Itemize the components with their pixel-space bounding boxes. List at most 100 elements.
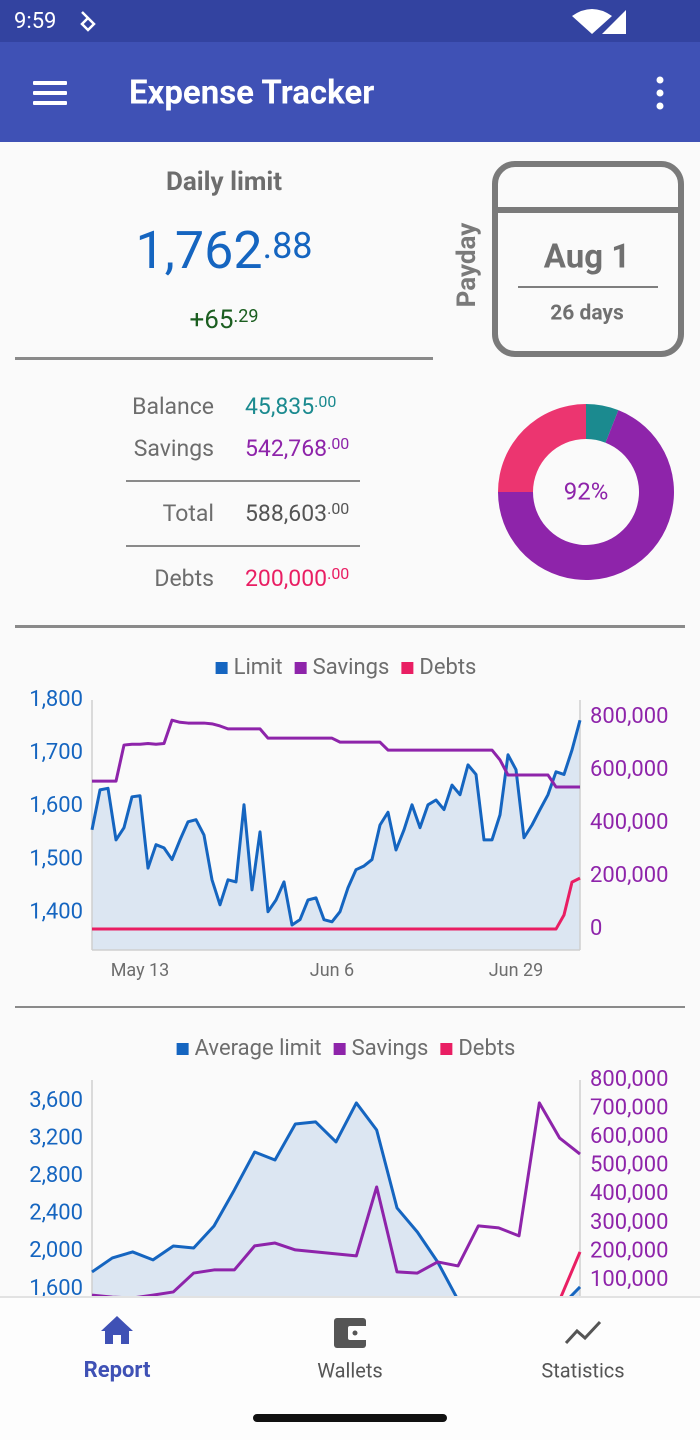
- legend-label: Debts: [419, 655, 476, 680]
- y2-tick-label: 800,000: [590, 1067, 669, 1092]
- summary-value: 45,835.00: [245, 392, 336, 420]
- y2-tick-label: 200,000: [590, 1238, 669, 1263]
- daily-limit-label: Daily limit: [166, 167, 282, 197]
- amount: 200,000: [245, 565, 327, 592]
- y2-tick-label: 300,000: [590, 1210, 669, 1235]
- y-tick-label: 1,800: [29, 687, 83, 712]
- y2-tick-label: 0: [590, 916, 602, 941]
- y2-tick-label: 800,000: [590, 704, 669, 729]
- divider: [15, 625, 685, 628]
- wallets-tab[interactable]: Wallets: [317, 1318, 383, 1382]
- series-line: [91, 1101, 581, 1300]
- legend-label: Savings: [313, 655, 390, 680]
- donut-segment: [498, 404, 586, 492]
- gesture-bar: [253, 1414, 447, 1422]
- status-time: 9:59: [14, 9, 56, 34]
- app-title: Expense Tracker: [129, 74, 374, 113]
- area: [92, 1102, 580, 1340]
- summary-label: Total: [163, 500, 214, 527]
- x-tick-label: May 13: [111, 960, 170, 981]
- signal-icon: [602, 10, 626, 34]
- summary-value: 588,603.00: [245, 499, 349, 527]
- y2-tick-label: 500,000: [590, 1153, 669, 1178]
- summary-value: 542,768.00: [245, 434, 349, 462]
- y2-tick-label: 400,000: [590, 1181, 669, 1206]
- divider: [126, 545, 360, 547]
- payday-label: Payday: [452, 222, 482, 308]
- legend-label: Savings: [352, 1036, 429, 1061]
- donut-center-label: 92%: [564, 477, 609, 505]
- area: [92, 720, 580, 950]
- payday-date: Aug 1: [544, 238, 630, 277]
- statistics-tab[interactable]: Statistics: [541, 1320, 625, 1382]
- cents: .00: [314, 392, 336, 411]
- x-tick-label: Jun 29: [489, 960, 544, 981]
- divider: [15, 357, 433, 360]
- legend-swatch: [294, 662, 307, 674]
- cents: .00: [327, 499, 349, 518]
- amount: 588,603: [245, 500, 327, 527]
- legend-label: Average limit: [195, 1036, 322, 1061]
- legend-label: Debts: [458, 1036, 515, 1061]
- cents: .29: [234, 306, 259, 327]
- daily-limit-value: 1,762.88: [135, 220, 312, 281]
- nav-label: Report: [84, 1358, 151, 1383]
- cents: .00: [327, 434, 349, 453]
- amount: 1,762: [135, 220, 262, 281]
- legend-swatch: [215, 662, 228, 674]
- divider: [126, 480, 360, 482]
- x-tick-label: Jun 6: [310, 960, 354, 981]
- y-tick-label: 2,800: [29, 1163, 83, 1188]
- divider: [15, 1006, 685, 1008]
- status-icon: [80, 11, 96, 32]
- series-line: [90, 719, 582, 927]
- line-chart: 1,400 1,500 1,600 1,700 1,800 0 200,000 400,000…: [29, 655, 668, 981]
- nav-label: Wallets: [317, 1358, 383, 1382]
- donut-segment: [498, 410, 674, 580]
- y-tick-label: 1,400: [29, 900, 83, 925]
- y-tick-label: 1,600: [29, 793, 83, 818]
- series-line: [92, 718, 580, 789]
- cents: .00: [327, 564, 349, 583]
- menu-button[interactable]: [33, 81, 67, 105]
- y-tick-label: 2,000: [29, 1238, 83, 1263]
- payday-days: 26 days: [550, 302, 624, 326]
- report-tab[interactable]: Report: [84, 1316, 151, 1383]
- legend-label: Limit: [234, 655, 283, 680]
- app-bar: [0, 42, 700, 142]
- legend-swatch: [333, 1043, 346, 1055]
- overflow-menu[interactable]: [656, 76, 664, 110]
- legend-swatch: [176, 1043, 189, 1055]
- y-tick-label: 3,200: [29, 1125, 83, 1150]
- y2-tick-label: 100,000: [590, 1267, 669, 1292]
- y-tick-label: 3,600: [29, 1088, 83, 1113]
- amount: 542,768: [245, 435, 327, 462]
- payday-calendar[interactable]: [492, 161, 684, 357]
- wifi-icon: [572, 9, 612, 34]
- series-line: [92, 876, 581, 931]
- y-tick-label: 1,700: [29, 740, 83, 765]
- donut-segment: [586, 404, 619, 443]
- legend-swatch: [401, 662, 414, 674]
- y2-tick-label: 700,000: [590, 1095, 669, 1120]
- amount: +65: [190, 305, 234, 335]
- y2-tick-label: 200,000: [590, 863, 669, 888]
- summary-label: Savings: [134, 435, 214, 462]
- summary-value: 200,000.00: [245, 564, 349, 592]
- y-tick-label: 2,400: [29, 1201, 83, 1226]
- legend-swatch: [440, 1043, 453, 1055]
- y2-tick-label: 600,000: [590, 757, 669, 782]
- cents: .88: [263, 225, 313, 267]
- line-chart: 1,6002,0002,4002,8003,2003,600100,000200…: [29, 1036, 669, 1341]
- daily-change: +65.29: [190, 305, 259, 335]
- nav-label: Statistics: [541, 1358, 624, 1382]
- y2-tick-label: 600,000: [590, 1124, 669, 1149]
- y-tick-label: 1,500: [29, 846, 83, 871]
- summary-label: Balance: [132, 393, 214, 420]
- amount: 45,835: [245, 393, 314, 420]
- charts: 92% 1,400 1,500 1,600 1,700 1,800 0 200,000 400,…: [29, 404, 674, 1341]
- summary-label: Debts: [154, 565, 214, 592]
- y2-tick-label: 400,000: [590, 810, 669, 835]
